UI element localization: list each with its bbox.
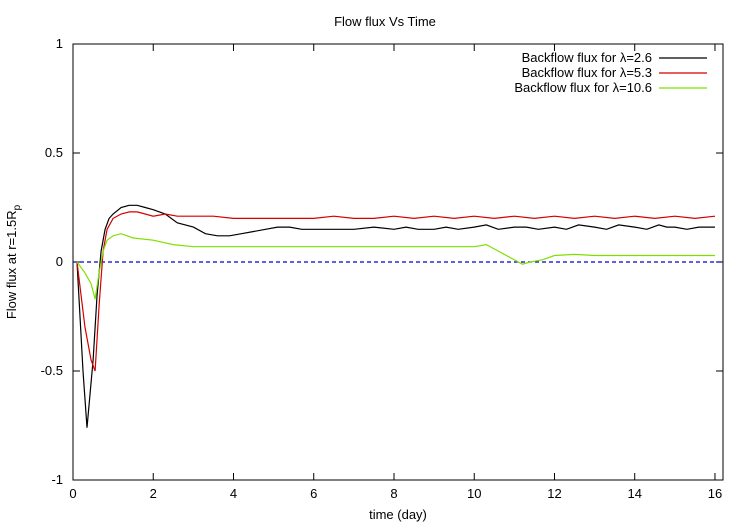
x-tick-label: 2 — [150, 486, 157, 501]
series-lines — [76, 204, 716, 428]
y-axis-title-main: Flow flux at r=1.5R — [4, 210, 19, 319]
x-tick-label: 8 — [390, 486, 397, 501]
x-axis-ticks: 0 2 4 6 8 10 12 14 16 — [69, 44, 722, 501]
y-tick-label: 1 — [56, 36, 63, 51]
series-line-3 — [76, 233, 715, 300]
legend-label-1: Backflow flux for λ=2.6 — [522, 50, 652, 65]
x-tick-label: 4 — [230, 486, 237, 501]
legend-label-2: Backflow flux for λ=5.3 — [522, 65, 652, 80]
y-tick-label: -0.5 — [41, 363, 63, 378]
series-line-2 — [76, 211, 716, 372]
y-axis-title-subscript: p — [12, 204, 23, 210]
x-axis-title: time (day) — [369, 507, 427, 522]
x-tick-label: 10 — [467, 486, 481, 501]
x-tick-label: 12 — [547, 486, 561, 501]
x-tick-label: 16 — [708, 486, 722, 501]
series-line-1 — [76, 204, 715, 428]
legend-label-3: Backflow flux for λ=10.6 — [514, 80, 652, 95]
x-tick-label: 14 — [627, 486, 641, 501]
y-tick-label: 0 — [56, 254, 63, 269]
y-axis-title: Flow flux at r=1.5Rp — [4, 204, 23, 319]
y-tick-label: 0.5 — [45, 145, 63, 160]
x-tick-label: 0 — [69, 486, 76, 501]
x-tick-label: 6 — [310, 486, 317, 501]
y-axis-ticks: -1 -0.5 0 0.5 1 — [41, 36, 723, 487]
y-tick-label: -1 — [51, 472, 63, 487]
chart-title: Flow flux Vs Time — [334, 14, 436, 29]
